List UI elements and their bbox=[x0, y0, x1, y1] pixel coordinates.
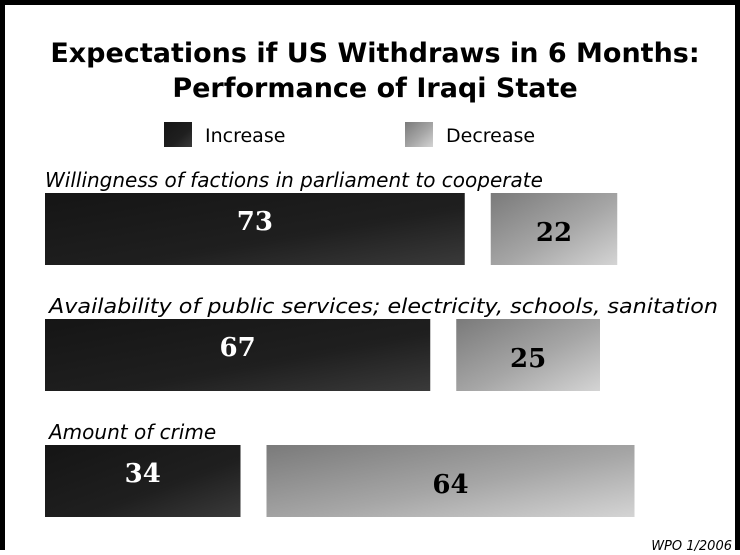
bar-increase-factions bbox=[45, 193, 465, 265]
legend: Increase Decrease bbox=[164, 122, 535, 147]
chart-title-line2: Performance of Iraqi State bbox=[172, 73, 577, 104]
value-label-decrease-public-services: 25 bbox=[510, 344, 546, 374]
value-label-increase-crime: 34 bbox=[125, 459, 161, 489]
legend-swatch-increase bbox=[164, 122, 192, 147]
legend-label-increase: Increase bbox=[205, 125, 285, 147]
value-label-increase-public-services: 67 bbox=[220, 333, 256, 363]
value-label-decrease-factions: 22 bbox=[536, 218, 572, 248]
bars-layer: 73 22 67 25 34 64 bbox=[45, 193, 635, 517]
legend-label-decrease: Decrease bbox=[446, 125, 535, 147]
legend-swatch-decrease bbox=[405, 122, 433, 147]
chart-title-line1: Expectations if US Withdraws in 6 Months… bbox=[50, 38, 699, 69]
category-label-factions: Willingness of factions in parliament to… bbox=[45, 168, 543, 192]
value-label-decrease-crime: 64 bbox=[432, 470, 468, 500]
bar-decrease-public-services bbox=[456, 319, 600, 391]
source-note: WPO 1/2006 bbox=[651, 539, 732, 554]
bar-increase-crime bbox=[45, 445, 241, 517]
value-label-increase-factions: 73 bbox=[237, 207, 273, 237]
bar-increase-public-services bbox=[45, 319, 431, 391]
category-label-public-services: Availability of public services; electri… bbox=[47, 294, 718, 318]
bar-chart: Expectations if US Withdraws in 6 Months… bbox=[45, 38, 732, 554]
category-label-crime: Amount of crime bbox=[47, 420, 216, 444]
bar-decrease-crime bbox=[266, 445, 635, 517]
bar-decrease-factions bbox=[490, 193, 618, 265]
